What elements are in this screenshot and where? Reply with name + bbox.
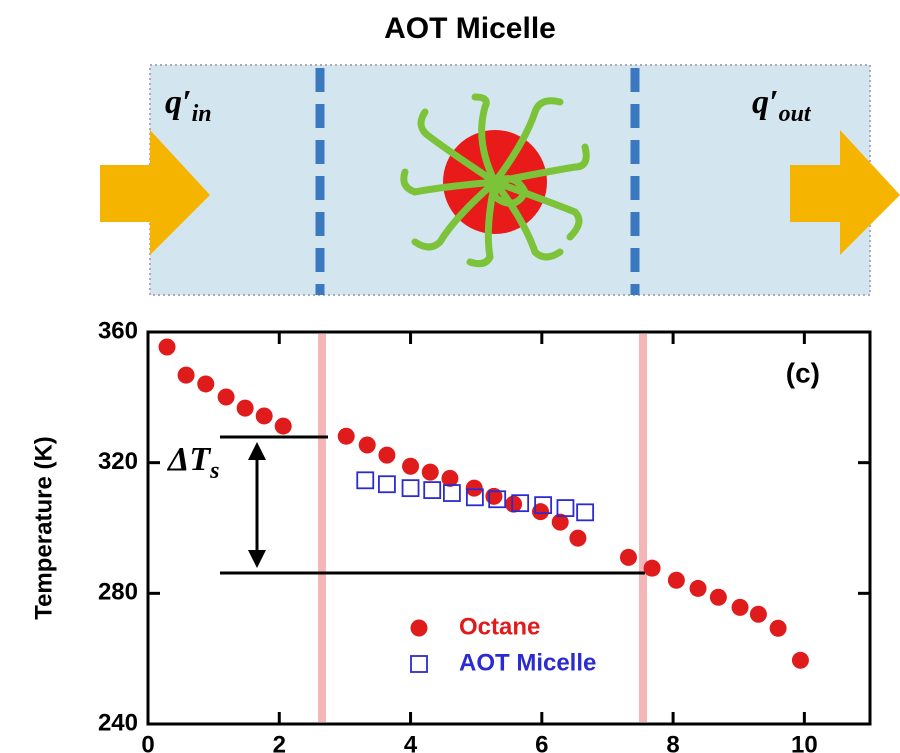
- data-point: [359, 437, 376, 454]
- x-tick-label: 10: [791, 731, 818, 753]
- data-point: [338, 428, 355, 445]
- y-tick-label: 240: [98, 709, 138, 736]
- legend-label: Octane: [459, 613, 540, 640]
- delta-main: ΔT: [166, 441, 211, 478]
- data-point: [466, 480, 483, 497]
- data-point: [357, 472, 373, 488]
- x-tick-label: 4: [404, 731, 418, 753]
- data-point: [403, 480, 419, 496]
- data-point: [237, 400, 254, 417]
- legend-label: AOT Micelle: [459, 649, 596, 676]
- delta-arrowhead-up: [248, 442, 266, 460]
- data-point: [644, 560, 661, 577]
- inlet-symbol: q′: [165, 84, 192, 121]
- data-point: [159, 339, 176, 356]
- legend-marker: [411, 656, 427, 672]
- x-tick-label: 2: [273, 731, 286, 753]
- y-tick-label: 320: [98, 448, 138, 475]
- outlet-symbol: q′: [752, 84, 779, 121]
- data-point: [620, 549, 637, 566]
- data-point: [577, 504, 593, 520]
- delta-sub: s: [209, 458, 219, 484]
- data-point: [379, 476, 395, 492]
- data-point: [569, 530, 586, 547]
- y-axis-label: Temperature (K): [30, 436, 57, 620]
- data-point: [424, 482, 440, 498]
- x-tick-label: 6: [535, 731, 548, 753]
- data-point: [750, 606, 767, 623]
- data-point: [197, 375, 214, 392]
- data-point: [505, 496, 522, 513]
- outlet-sub: out: [779, 101, 812, 127]
- y-tick-label: 360: [98, 317, 138, 344]
- data-point: [668, 572, 685, 589]
- data-point: [710, 589, 727, 606]
- data-point: [770, 620, 787, 637]
- data-point: [732, 599, 749, 616]
- data-point: [444, 485, 460, 501]
- legend-marker: [411, 620, 428, 637]
- x-tick-label: 8: [666, 731, 679, 753]
- x-tick-label: 0: [141, 731, 154, 753]
- band-left: [318, 334, 326, 722]
- band-right: [639, 334, 647, 722]
- delta-label: ΔTs: [166, 441, 219, 484]
- data-point: [256, 407, 273, 424]
- data-point: [218, 389, 235, 406]
- diagram-title: AOT Micelle: [384, 12, 556, 45]
- data-point: [422, 464, 439, 481]
- data-point: [178, 367, 195, 384]
- y-tick-label: 280: [98, 579, 138, 606]
- inlet-sub: in: [192, 101, 212, 127]
- delta-arrowhead-down: [248, 550, 266, 568]
- data-point: [378, 447, 395, 464]
- figure-svg: AOT Micelle q′in q′out ΔTs (c) Temperatu…: [0, 0, 900, 753]
- panel-label: (c): [786, 357, 820, 388]
- data-point: [792, 652, 809, 669]
- data-point: [275, 418, 292, 435]
- data-point: [690, 580, 707, 597]
- data-point: [402, 458, 419, 475]
- figure: AOT Micelle q′in q′out ΔTs (c) Temperatu…: [0, 0, 900, 753]
